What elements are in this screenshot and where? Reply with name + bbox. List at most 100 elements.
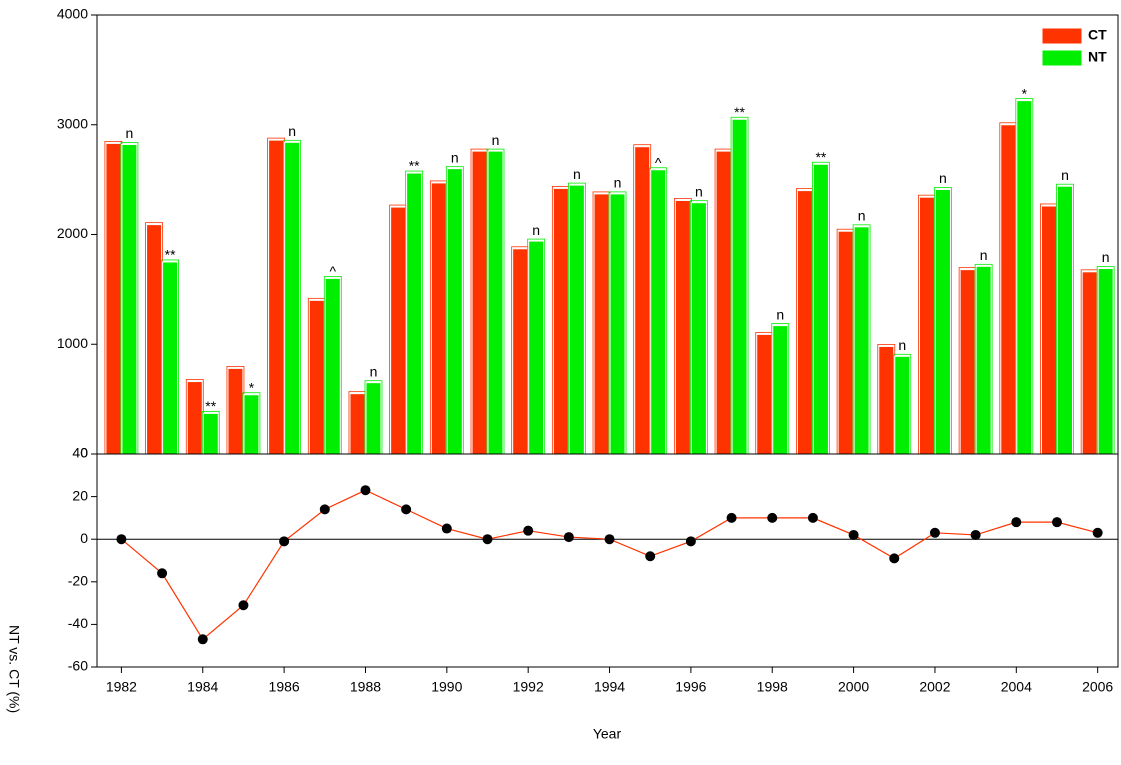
bar xyxy=(609,193,626,455)
significance-label: n xyxy=(980,247,988,263)
y-tick-label: 4000 xyxy=(57,6,88,22)
bar xyxy=(1000,124,1017,455)
bar xyxy=(121,144,138,455)
bar xyxy=(1040,205,1057,455)
significance-label: ** xyxy=(734,104,745,120)
bar xyxy=(1056,185,1073,455)
point xyxy=(1051,517,1062,528)
point xyxy=(563,532,574,543)
bar xyxy=(105,142,122,455)
x-tick-label: 1988 xyxy=(350,679,381,695)
significance-label: ^ xyxy=(655,154,662,170)
significance-label: ** xyxy=(165,247,176,263)
y-tick-label: 2000 xyxy=(57,225,88,241)
bar xyxy=(878,345,895,455)
bar xyxy=(284,141,301,455)
legend-label: NT xyxy=(1088,49,1107,65)
significance-label: n xyxy=(451,149,459,165)
significance-label: ** xyxy=(205,398,216,414)
point xyxy=(279,536,290,547)
x-tick-label: 1982 xyxy=(106,679,137,695)
significance-label: ** xyxy=(815,149,826,165)
legend-label: CT xyxy=(1088,27,1107,43)
bar xyxy=(268,139,285,455)
significance-label: n xyxy=(532,222,540,238)
bar xyxy=(487,150,504,455)
bar xyxy=(430,182,447,455)
significance-label: n xyxy=(614,175,622,191)
point xyxy=(1092,527,1103,538)
y-tick-label: 40 xyxy=(72,445,88,461)
point xyxy=(929,527,940,538)
bar xyxy=(406,172,423,455)
bar xyxy=(975,265,992,455)
bar xyxy=(1016,100,1033,455)
point xyxy=(157,568,168,579)
point xyxy=(645,551,656,562)
y-tick-label: 20 xyxy=(72,487,88,503)
bar xyxy=(162,261,179,455)
bar xyxy=(650,169,667,455)
x-tick-label: 1984 xyxy=(187,679,218,695)
bar xyxy=(365,382,382,455)
bar xyxy=(390,206,407,455)
point xyxy=(523,525,534,536)
bar xyxy=(593,193,610,455)
point xyxy=(767,512,778,523)
x-axis-label: Year xyxy=(593,726,622,742)
significance-label: * xyxy=(1022,85,1028,101)
bar xyxy=(918,196,935,455)
bar xyxy=(796,190,813,455)
significance-label: n xyxy=(573,166,581,182)
point xyxy=(807,512,818,523)
y-tick-label: 0 xyxy=(80,530,88,546)
bar xyxy=(186,381,203,455)
bar xyxy=(674,199,691,455)
significance-label: n xyxy=(695,183,703,199)
bar xyxy=(471,150,488,455)
point xyxy=(401,504,412,515)
bar xyxy=(690,202,707,455)
x-tick-label: 2006 xyxy=(1082,679,1113,695)
point xyxy=(360,485,371,496)
significance-label: * xyxy=(249,379,255,395)
x-tick-label: 1990 xyxy=(431,679,462,695)
x-tick-label: 1996 xyxy=(675,679,706,695)
significance-label: n xyxy=(1061,167,1069,183)
bar xyxy=(568,184,585,455)
point xyxy=(685,536,696,547)
line xyxy=(121,489,1098,641)
bar xyxy=(837,230,854,455)
bar xyxy=(1081,271,1098,455)
point xyxy=(441,523,452,534)
bar xyxy=(528,240,545,455)
bar xyxy=(731,118,748,455)
x-tick-label: 1986 xyxy=(269,679,300,695)
bar xyxy=(446,168,463,455)
x-tick-label: 2000 xyxy=(838,679,869,695)
y-axis-label: NT vs. CT (%) xyxy=(6,625,22,713)
legend-swatch xyxy=(1042,28,1082,44)
x-tick-label: 1994 xyxy=(594,679,625,695)
significance-label: n xyxy=(492,132,500,148)
bar xyxy=(1097,268,1114,455)
x-tick-label: 1992 xyxy=(513,679,544,695)
point xyxy=(604,534,615,545)
bar xyxy=(634,146,651,455)
bar xyxy=(894,355,911,455)
y-tick-label: -20 xyxy=(68,573,88,589)
point xyxy=(1011,517,1022,528)
significance-label: n xyxy=(370,363,378,379)
significance-label: ** xyxy=(409,158,420,174)
bar xyxy=(853,226,870,455)
point xyxy=(197,634,208,645)
bar xyxy=(959,269,976,455)
bar xyxy=(243,394,260,455)
bar xyxy=(812,163,829,455)
bar xyxy=(715,150,732,455)
significance-label: n xyxy=(898,337,906,353)
significance-label: n xyxy=(858,208,866,224)
y-tick-label: -40 xyxy=(68,615,88,631)
bar xyxy=(512,248,529,455)
